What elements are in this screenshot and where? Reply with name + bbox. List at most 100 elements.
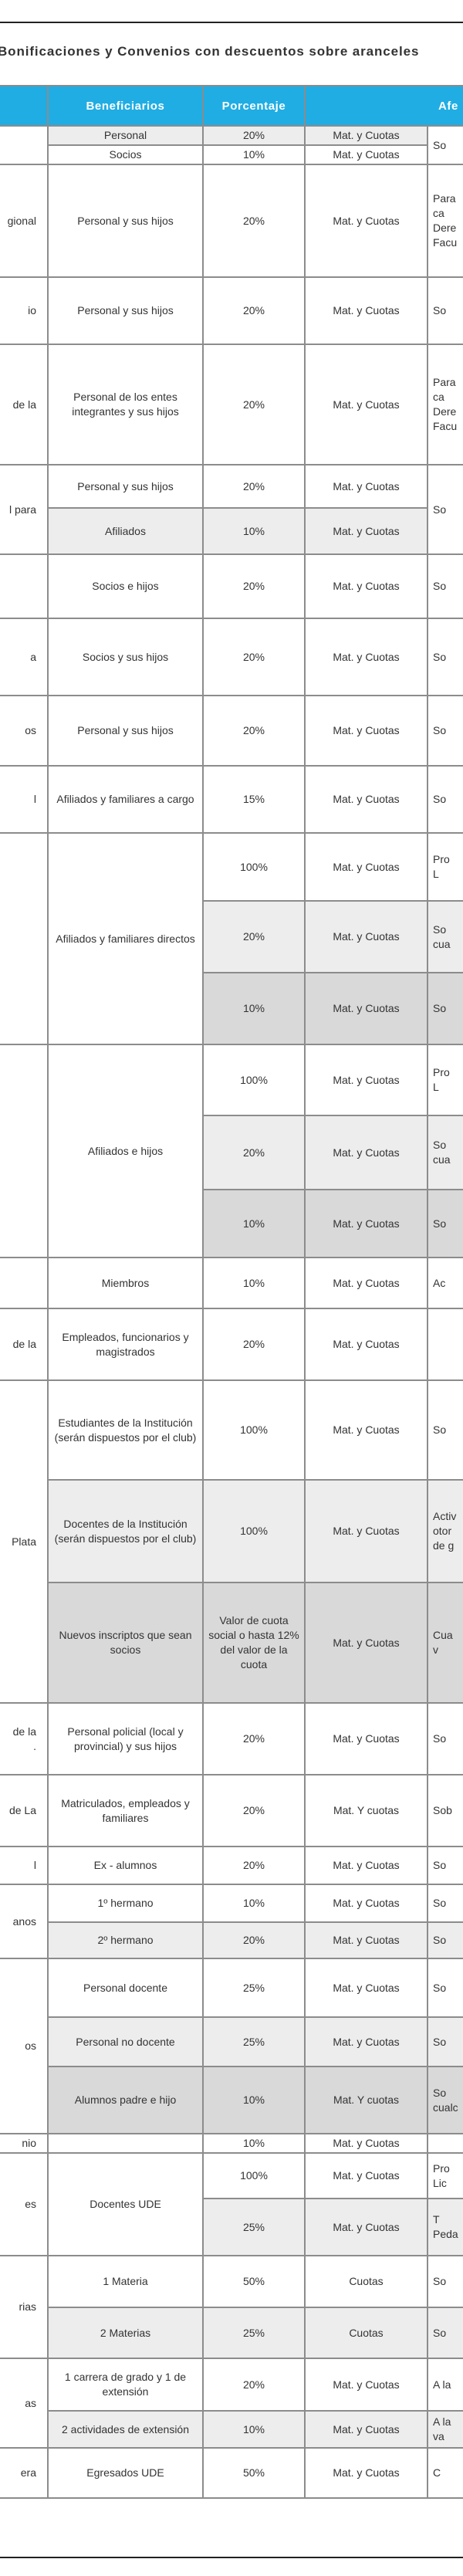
beneficiary-cell: Socios y sus hijos — [47, 618, 204, 696]
discounts-table: Beneficiarios Porcentaje Afe Personal 20%… — [0, 85, 463, 2499]
beneficiary-cell: Miembros — [47, 1257, 204, 1309]
afecta-cell: So cua — [426, 1115, 463, 1190]
applies-to-cell: Mat. y Cuotas — [304, 1582, 428, 1704]
afecta-cell: So cua — [426, 900, 463, 973]
percentage-cell: 20% — [202, 164, 306, 278]
percentage-cell: 10% — [202, 2410, 306, 2449]
entity-cell: l — [0, 1846, 49, 1885]
percentage-cell: 10% — [202, 1257, 306, 1309]
percentage-cell: 20% — [202, 1115, 306, 1190]
afecta-cell: C — [426, 2447, 463, 2499]
table-row: anos 1º hermano 10% Mat. y Cuotas So — [0, 1884, 463, 1959]
table-row: es Docentes UDE 100% Mat. y Cuotas Pro Lic — [0, 2152, 463, 2256]
afecta-cell: T Peda — [426, 2198, 463, 2256]
applies-to-cell: Mat. y Cuotas — [304, 144, 428, 165]
header-afecta: Afe — [303, 85, 463, 127]
entity-cell: nio — [0, 2133, 49, 2154]
applies-to-cell: Mat. y Cuotas — [304, 1044, 428, 1116]
table-row: 20% Mat. y Cuotas So cua — [0, 1115, 463, 1190]
table-row: 10% Mat. y Cuotas So — [0, 972, 463, 1045]
table-row: io Personal y sus hijos 20% Mat. y Cuotas So — [0, 276, 463, 345]
afecta-cell: So — [426, 276, 463, 345]
table-row: os Personal y sus hijos 20% Mat. y Cuotas So — [0, 695, 463, 767]
page-title: Bonificaciones y Convenios con descuento… — [0, 44, 420, 59]
afecta-cell: Para ca Dere Facu — [426, 164, 463, 278]
afecta-cell — [426, 2133, 463, 2154]
percentage-cell: 20% — [202, 1308, 306, 1381]
bottom-rule — [0, 2557, 463, 2558]
table-row: as 1 carrera de grado y 1 de extensión 20%… — [0, 2358, 463, 2449]
table-row: Personal no docente 25% Mat. y Cuotas So — [0, 2016, 463, 2067]
entity-cell: gional — [0, 164, 49, 278]
table-row: Alumnos padre e hijo 10% Mat. Y cuotas So c… — [0, 2066, 463, 2134]
beneficiary-cell: Estudiantes de la Institución (serán dis… — [47, 1379, 204, 1481]
beneficiary-cell: Personal y sus hijos — [47, 164, 204, 278]
afecta-cell: Sob — [426, 1774, 463, 1847]
table-row: 2 actividades de extensión 10% Mat. y Cuot… — [0, 2410, 463, 2449]
applies-to-cell: Mat. y Cuotas — [304, 2358, 428, 2412]
entity-cell: de la . — [0, 1702, 49, 1775]
table-row: a Socios y sus hijos 20% Mat. y Cuotas So — [0, 618, 463, 696]
percentage-cell: 50% — [202, 2447, 306, 2499]
table-row: l Afiliados y familiares a cargo 15% Mat. y… — [0, 765, 463, 834]
table-row: gional Personal y sus hijos 20% Mat. y Cuot… — [0, 164, 463, 278]
percentage-cell: 25% — [202, 1958, 306, 2018]
percentage-cell: 100% — [202, 1044, 306, 1116]
applies-to-cell: Mat. y Cuotas — [304, 1921, 428, 1959]
entity-cell: l para — [0, 464, 49, 555]
applies-to-cell: Mat. y Cuotas — [304, 164, 428, 278]
table-row: os Personal docente 25% Mat. y Cuotas So — [0, 1958, 463, 2134]
applies-to-cell: Mat. y Cuotas — [304, 1479, 428, 1583]
beneficiary-cell: Alumnos padre e hijo — [47, 2066, 204, 2134]
table-row: Nuevos inscriptos que sean socios Valor d… — [0, 1582, 463, 1704]
afecta-cell: So — [426, 972, 463, 1045]
top-rule — [0, 22, 463, 23]
percentage-cell: 100% — [202, 2152, 306, 2199]
percentage-cell: 20% — [202, 276, 306, 345]
table-row: 10% Mat. y Cuotas So — [0, 1189, 463, 1258]
table-row: de La Matriculados, empleados y familiare… — [0, 1774, 463, 1847]
beneficiary-cell: Personal — [47, 125, 204, 146]
table-row: de la . Personal policial (local y provin… — [0, 1702, 463, 1775]
entity-cell: rias — [0, 2255, 49, 2359]
entity-cell: as — [0, 2358, 49, 2449]
beneficiary-cell: Afiliados — [47, 507, 204, 555]
afecta-cell: Pro L — [426, 1044, 463, 1116]
afecta-cell: So — [426, 1189, 463, 1258]
percentage-cell: 25% — [202, 2016, 306, 2067]
percentage-cell: 10% — [202, 144, 306, 165]
entity-cell — [0, 553, 49, 619]
beneficiary-cell: Personal docente — [47, 1958, 204, 2018]
beneficiary-cell: 1º hermano — [47, 1884, 204, 1923]
applies-to-cell: Mat. y Cuotas — [304, 1884, 428, 1923]
percentage-cell: 50% — [202, 2255, 306, 2308]
beneficiary-cell: Afiliados y familiares directos — [47, 832, 204, 1045]
percentage-cell: 20% — [202, 344, 306, 465]
applies-to-cell: Mat. y Cuotas — [304, 2133, 428, 2154]
entity-cell: io — [0, 276, 49, 345]
beneficiary-cell: Personal no docente — [47, 2016, 204, 2067]
table-header-row: Beneficiarios Porcentaje Afe — [0, 85, 463, 127]
beneficiary-cell: Empleados, funcionarios y magistrados — [47, 1308, 204, 1381]
afecta-cell: So cualc — [426, 2066, 463, 2134]
beneficiary-cell: Personal y sus hijos — [47, 464, 204, 509]
percentage-cell: 20% — [202, 125, 306, 146]
entity-cell — [0, 832, 49, 1045]
entity-cell: anos — [0, 1884, 49, 1959]
afecta-cell: So — [426, 464, 463, 555]
beneficiary-cell: Egresados UDE — [47, 2447, 204, 2499]
afecta-cell: Ac — [426, 1257, 463, 1309]
afecta-cell: Activ otor de g — [426, 1479, 463, 1583]
percentage-cell: 20% — [202, 1774, 306, 1847]
percentage-cell: 20% — [202, 1846, 306, 1885]
percentage-cell: 10% — [202, 507, 306, 555]
beneficiary-cell: Docentes UDE — [47, 2152, 204, 2256]
applies-to-cell: Cuotas — [304, 2307, 428, 2359]
table-row: 2º hermano 20% Mat. y Cuotas So — [0, 1921, 463, 1959]
afecta-cell: Pro L — [426, 832, 463, 902]
percentage-cell: 20% — [202, 1921, 306, 1959]
percentage-cell: 20% — [202, 900, 306, 973]
applies-to-cell: Mat. y Cuotas — [304, 695, 428, 767]
entity-cell: de la — [0, 1308, 49, 1381]
percentage-cell: 25% — [202, 2198, 306, 2256]
